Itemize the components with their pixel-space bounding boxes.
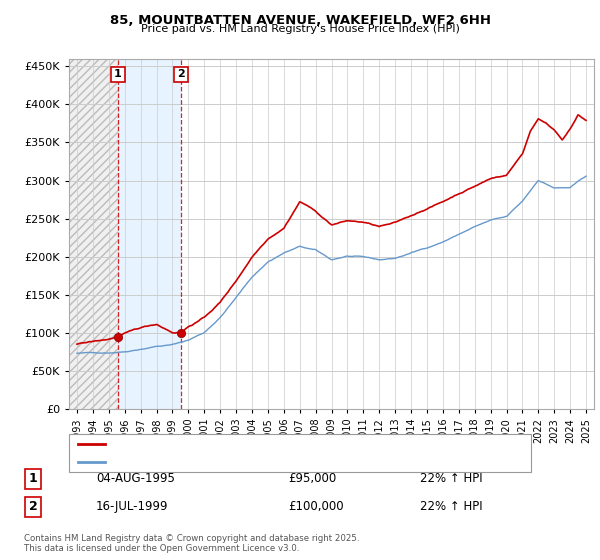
Text: 1: 1 [114,69,122,80]
Text: 2: 2 [29,500,37,514]
Text: 22% ↑ HPI: 22% ↑ HPI [420,500,482,514]
Text: £95,000: £95,000 [288,472,336,486]
Text: 04-AUG-1995: 04-AUG-1995 [96,472,175,486]
Text: HPI: Average price, detached house, Wakefield: HPI: Average price, detached house, Wake… [111,457,355,467]
Text: £100,000: £100,000 [288,500,344,514]
Text: 85, MOUNTBATTEN AVENUE, WAKEFIELD, WF2 6HH: 85, MOUNTBATTEN AVENUE, WAKEFIELD, WF2 6… [110,14,491,27]
Text: Contains HM Land Registry data © Crown copyright and database right 2025.
This d: Contains HM Land Registry data © Crown c… [24,534,359,553]
Text: 22% ↑ HPI: 22% ↑ HPI [420,472,482,486]
Text: Price paid vs. HM Land Registry's House Price Index (HPI): Price paid vs. HM Land Registry's House … [140,24,460,34]
Text: 1: 1 [29,472,37,486]
Bar [69,59,118,409]
Bar [118,59,181,409]
Text: 85, MOUNTBATTEN AVENUE, WAKEFIELD, WF2 6HH (detached house): 85, MOUNTBATTEN AVENUE, WAKEFIELD, WF2 6… [111,439,470,449]
Text: 2: 2 [177,69,185,80]
Text: 16-JUL-1999: 16-JUL-1999 [96,500,169,514]
